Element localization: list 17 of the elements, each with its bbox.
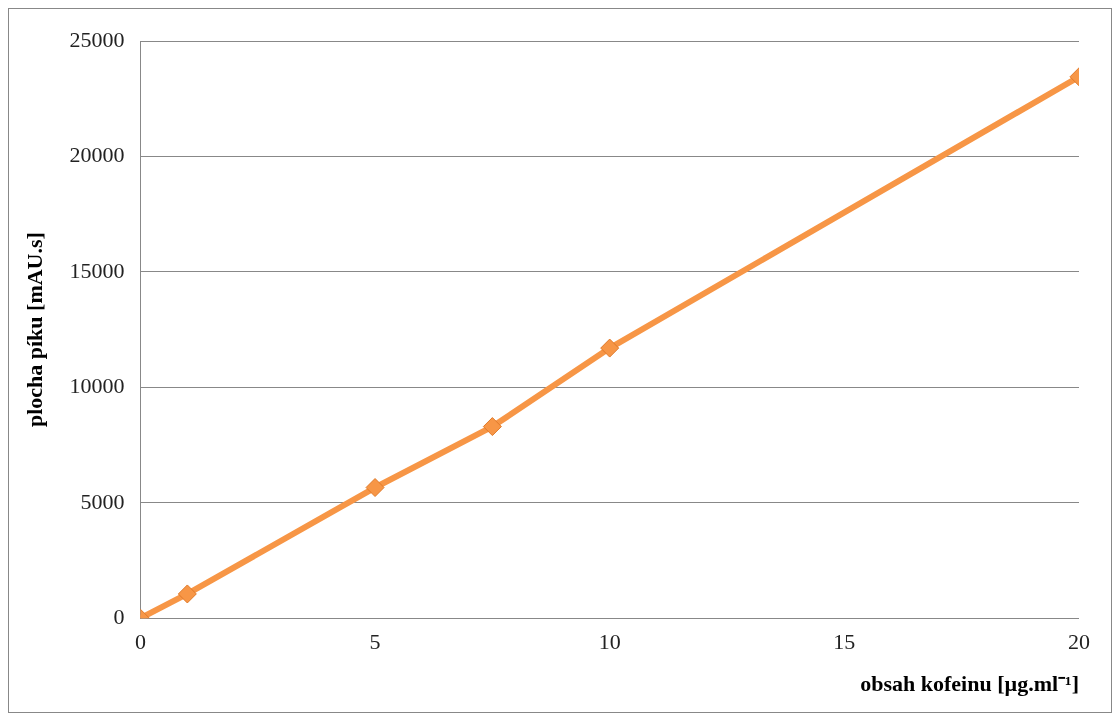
y-tick-label: 0: [113, 603, 125, 629]
y-tick-label: 5000: [80, 488, 125, 514]
y-tick-label: 20000: [69, 142, 125, 168]
point: [365, 478, 385, 498]
x-tick-label: 0: [134, 629, 146, 655]
x-tick-label: 15: [833, 629, 856, 655]
point: [177, 584, 197, 604]
x-tick-label: 5: [369, 629, 381, 655]
y-axis-title: plocha píku [mAU.s]: [21, 232, 47, 428]
x-axis-title: obsah kofeinu [µg.ml⁻¹]: [860, 671, 1079, 697]
x-tick-label: 20: [1068, 629, 1090, 655]
y-tick-label: 25000: [69, 26, 125, 52]
y-tick-label: 15000: [69, 257, 125, 283]
x-tick-label: 10: [598, 629, 621, 655]
point: [482, 417, 502, 437]
y-tick-label: 10000: [69, 373, 125, 399]
point: [600, 338, 620, 358]
